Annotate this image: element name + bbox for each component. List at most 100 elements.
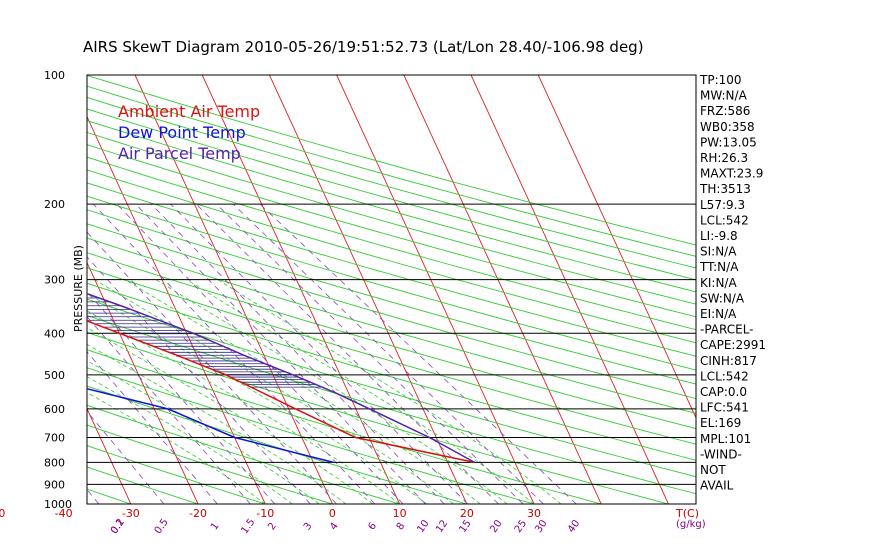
dry-adiabat-line (87, 331, 669, 504)
mixing-ratio-tick-label: 3 (302, 521, 315, 533)
index-label: LCL:542 (700, 369, 749, 383)
index-label: PW:13.05 (700, 135, 757, 149)
mixing-ratio-tick-label: 20 (488, 518, 504, 535)
mixing-ratio-tick-label: 40 (566, 518, 582, 535)
index-label: MPL:101 (700, 432, 751, 446)
index-label: KI:N/A (700, 276, 737, 290)
mixing-ratio-tick-label: 6 (366, 521, 379, 533)
pressure-tick-label: 1000 (44, 498, 72, 511)
cape-hatching (87, 293, 322, 388)
moist-adiabat-line (125, 279, 481, 504)
legend-entry: Dew Point Temp (118, 123, 246, 142)
dry-adiabat-line (87, 144, 696, 318)
mixing-ratio-line (216, 203, 524, 504)
mixing-ratio-tick-label: 0.5 (153, 517, 171, 536)
mixing-ratio-line (116, 203, 404, 504)
dry-adiabat-line (87, 445, 266, 504)
bottom-temp-tick-label: 10 (393, 507, 407, 520)
index-label: EL:169 (700, 416, 741, 430)
x-unit-label: T(C) (675, 507, 699, 520)
dry-adiabat-line (87, 252, 696, 430)
bottom-temp-tick-label: -10 (256, 507, 274, 520)
moist-adiabat-line (87, 343, 347, 504)
dry-adiabat-line (87, 120, 696, 293)
moist-adiabat-line (87, 310, 400, 504)
bottom-temp-tick-label: 0 (329, 507, 336, 520)
index-label: CAP:0.0 (700, 385, 747, 399)
legend-entry: Air Parcel Temp (118, 144, 241, 163)
isotherm-line (134, 75, 333, 504)
mixing-ratio-tick-label: 10 (415, 518, 431, 535)
dry-adiabat-line (87, 169, 696, 344)
dry-adiabat-line (87, 209, 696, 385)
moist-adiabat-line (155, 279, 508, 504)
legend: Ambient Air Temp Dew Point Temp Air Parcel… (118, 102, 260, 163)
mixing-ratio-tick-label: 15 (457, 518, 473, 535)
pressure-tick-label: 200 (44, 198, 65, 211)
moist-adiabat-line (186, 279, 535, 504)
y-axis-label: PRESSURE (MB) (72, 245, 85, 332)
dry-adiabat-line (87, 85, 696, 257)
index-label: TH:3513 (699, 182, 751, 196)
mixing-ratio-line (87, 316, 251, 504)
pressure-tick-label: 800 (44, 456, 65, 469)
index-label: -WIND- (700, 447, 742, 461)
moist-adiabat-line (94, 279, 454, 504)
isotherm-line (269, 75, 468, 504)
mixing-ratio-tick-label: 1.5 (239, 517, 257, 536)
dry-adiabat-line (87, 404, 400, 504)
bottom-temp-tick-label: -20 (189, 507, 207, 520)
index-label: -PARCEL- (700, 323, 754, 337)
index-label: WB0:358 (700, 120, 755, 134)
mixing-ratio-tick-label: 25 (513, 518, 529, 535)
mixing-ratio-line (195, 203, 499, 504)
index-label: SW:N/A (700, 291, 745, 305)
index-label: RH:26.3 (700, 151, 748, 165)
dry-adiabat-line (87, 315, 696, 495)
mixing-ratio-line (150, 203, 445, 504)
index-label: FRZ:586 (700, 104, 750, 118)
pressure-tick-label: 900 (44, 478, 65, 491)
mixing-ratio-line (93, 203, 376, 504)
mixing-ratio-line (87, 231, 337, 504)
background-grid (87, 75, 696, 504)
mixing-ratio-tick-label: 1 (209, 521, 222, 533)
index-label: AVAIL (700, 479, 734, 493)
mixing-ratio-tick-label: 12 (434, 518, 450, 535)
mixing-ratio-line (87, 291, 276, 504)
index-label: TP:100 (699, 73, 742, 87)
bottom-temp-tick-label: -40 (55, 507, 73, 520)
index-label: MW:N/A (700, 89, 748, 103)
dry-adiabat-line (87, 367, 535, 504)
index-label: L57:9.3 (700, 198, 745, 212)
series-line (87, 320, 475, 464)
pressure-tick-label: 500 (44, 369, 65, 382)
moist-adiabat-line (217, 279, 562, 504)
moist-adiabat-line (87, 392, 266, 504)
dry-adiabat-line (87, 267, 696, 445)
index-label: EI:N/A (700, 307, 737, 321)
mixing-ratio-line (232, 203, 544, 504)
pressure-tick-label: 100 (44, 69, 65, 82)
dry-adiabat-line (87, 298, 696, 478)
moist-adiabat-line (87, 327, 374, 504)
pressure-tick-label: 600 (44, 403, 65, 416)
dry-adiabat-line (87, 108, 696, 281)
dry-adiabat-line (87, 195, 696, 371)
isotherm-line (470, 75, 669, 504)
index-label: CAPE:2991 (700, 338, 766, 352)
bottom-temp-tick-label: -50 (0, 507, 5, 520)
dry-adiabat-line (87, 223, 696, 400)
dry-adiabat-line (87, 424, 333, 504)
dry-adiabat-line (87, 385, 467, 504)
dry-adiabat-line (87, 182, 696, 357)
bottom-temp-tick-label: -30 (122, 507, 140, 520)
index-label: CINH:817 (700, 354, 757, 368)
mixing-ratio-line (135, 203, 426, 504)
dry-adiabat-line (87, 466, 199, 504)
dry-adiabat-line (87, 282, 696, 461)
dry-adiabat-line (87, 237, 696, 414)
mixing-ratio-unit-label: (g/kg) (676, 519, 706, 530)
